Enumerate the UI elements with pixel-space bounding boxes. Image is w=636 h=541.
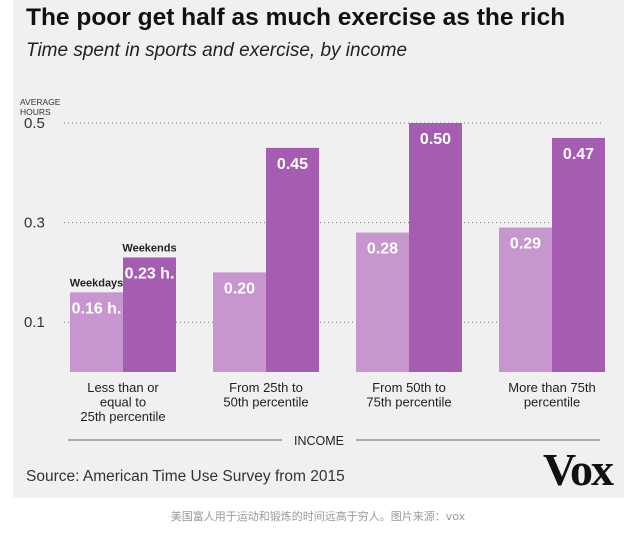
legend-weekdays: Weekdays [70, 277, 124, 289]
category-label: From 25th to [229, 380, 303, 395]
y-axis-title: AVERAGE [20, 97, 61, 107]
bar-value-label: 0.50 [420, 131, 451, 148]
bar-weekdays [356, 232, 409, 372]
y-tick-label: 0.1 [24, 314, 45, 331]
bar-weekends [552, 137, 605, 372]
y-tick-label: 0.5 [24, 115, 45, 132]
bar-value-label: 0.29 [510, 236, 541, 253]
bar-weekdays [499, 227, 552, 372]
source-note: Source: American Time Use Survey from 20… [26, 468, 345, 485]
category-label: 25th percentile [80, 409, 165, 424]
bar-value-label: 0.47 [563, 146, 594, 163]
chart-subtitle: Time spent in sports and exercise, by in… [26, 40, 408, 61]
category-label: More than 75th [508, 380, 595, 395]
category-label: Less than or [87, 380, 159, 395]
chart-title: The poor get half as much exercise as th… [26, 4, 566, 31]
legend-weekends: Weekends [122, 242, 176, 254]
vox-logo: Vox [543, 444, 614, 495]
bar-value-label: 0.45 [277, 156, 308, 173]
bar-value-label: 0.28 [367, 241, 398, 258]
bar-weekends [409, 123, 462, 372]
category-label: 75th percentile [366, 395, 451, 410]
bar-value-label: 0.20 [224, 280, 255, 297]
x-axis-title: INCOME [294, 434, 344, 448]
category-label: equal to [100, 395, 146, 410]
category-label: From 50th to [372, 380, 446, 395]
bar-value-label: 0.23 h. [125, 265, 175, 282]
bar-value-label: 0.16 h. [72, 300, 122, 317]
category-label: 50th percentile [223, 395, 308, 410]
image-caption: 美国富人用于运动和锻炼的时间远高于穷人。图片来源：vox [170, 510, 466, 523]
y-axis-title: HOURS [20, 107, 51, 117]
bar-weekdays [213, 272, 266, 372]
category-label: percentile [524, 395, 580, 410]
bar-weekends [266, 147, 319, 372]
y-tick-label: 0.3 [24, 215, 45, 232]
bar-weekends [123, 257, 176, 372]
bar-weekdays [70, 292, 123, 372]
